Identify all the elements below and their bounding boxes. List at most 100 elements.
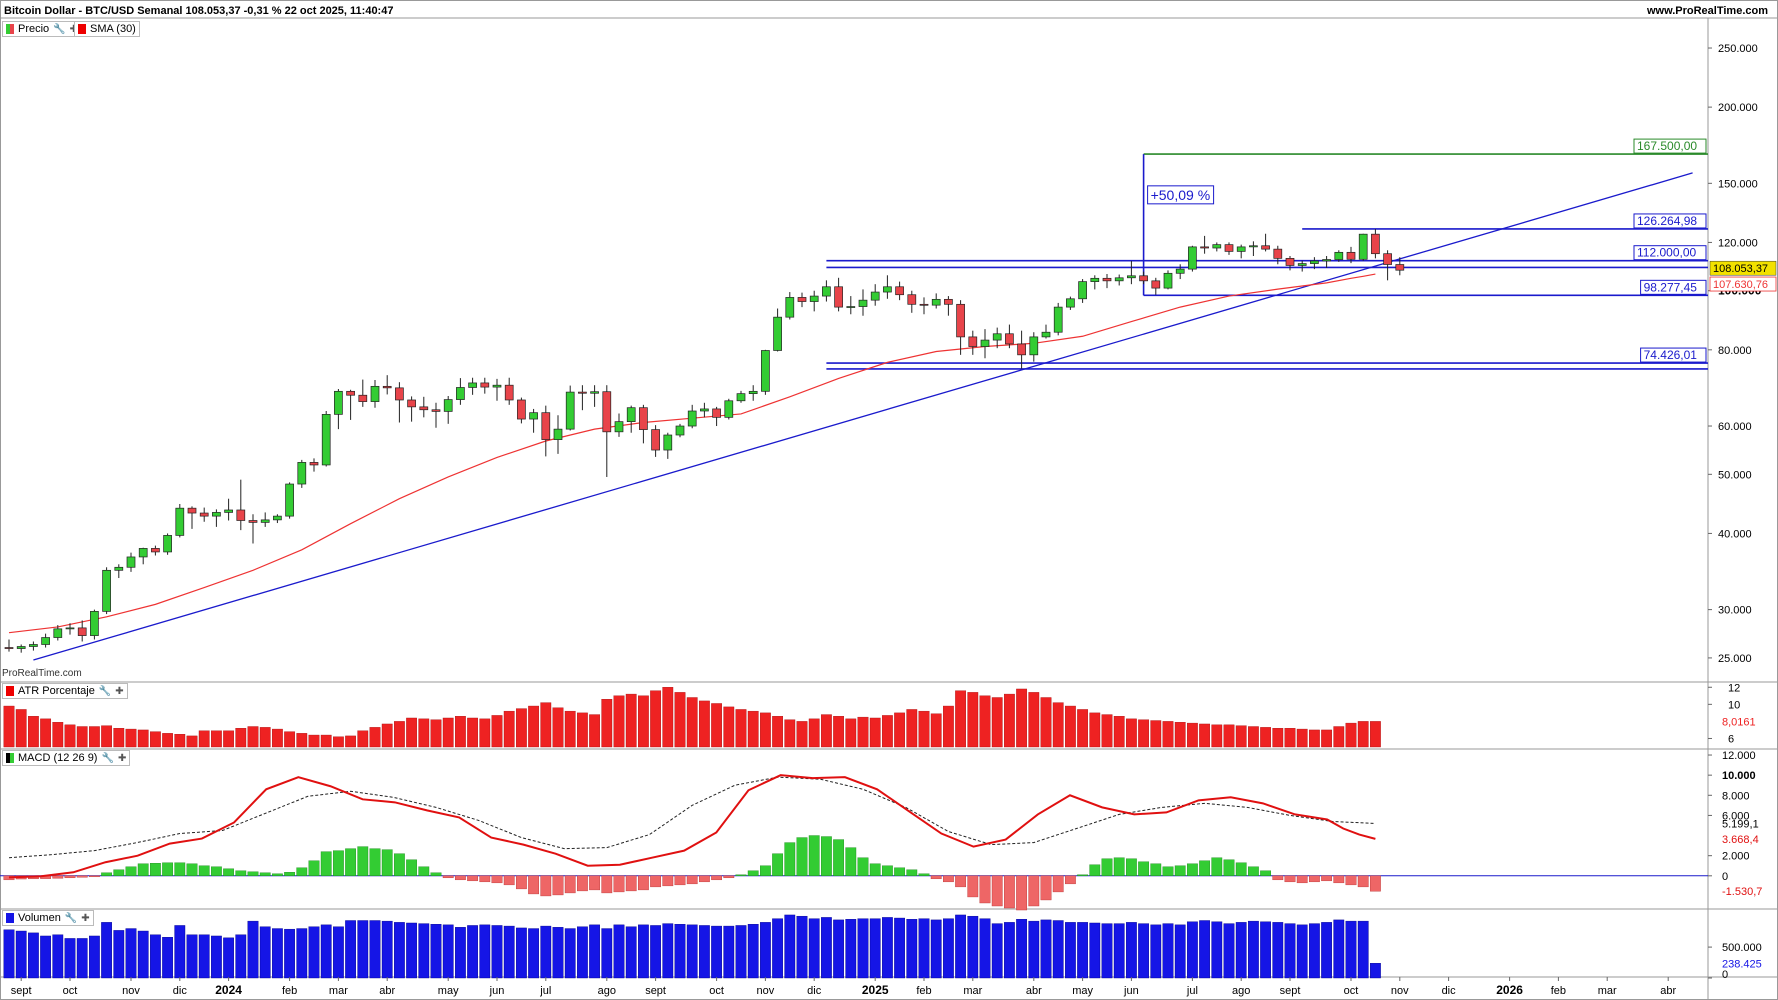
- candle-body: [761, 350, 770, 392]
- volume-bar: [1004, 922, 1015, 979]
- macd-hist-bar: [1211, 857, 1223, 877]
- atr-bar: [455, 716, 466, 748]
- candle-body: [41, 637, 50, 645]
- volume-bar: [1077, 922, 1089, 979]
- candle-body: [90, 611, 99, 636]
- volume-bar: [760, 922, 771, 979]
- macd-hist-bar: [1333, 875, 1345, 884]
- atr-bar: [1284, 728, 1296, 748]
- candle: [334, 389, 343, 430]
- price-tick-label: 80.000: [1718, 345, 1752, 357]
- candle: [785, 292, 795, 320]
- candle: [1371, 228, 1380, 259]
- macd-signal-value: 5.199,1: [1722, 818, 1759, 830]
- volume-bar: [650, 925, 662, 979]
- legend-atr[interactable]: ATR Porcentaje 🔧 ✚: [2, 683, 128, 699]
- candle-body: [846, 306, 856, 308]
- atr-bar: [186, 735, 198, 748]
- atr-bar: [1125, 718, 1137, 748]
- candle-body: [773, 316, 782, 351]
- candle: [1041, 324, 1051, 339]
- macd-hist-bar: [198, 865, 210, 877]
- price-tick-label: 250.000: [1718, 43, 1758, 55]
- candle: [822, 280, 831, 302]
- volume-bar: [906, 919, 918, 979]
- wrench-icon[interactable]: 🔧: [98, 685, 112, 697]
- atr-bar: [320, 734, 332, 748]
- plus-icon[interactable]: ✚: [115, 685, 124, 697]
- macd-hist-bar: [1028, 875, 1040, 907]
- atr-bar: [1357, 721, 1369, 748]
- volume-bar: [381, 920, 393, 979]
- candle: [431, 402, 441, 428]
- legend-volume[interactable]: Volumen 🔧 ✚: [2, 910, 94, 926]
- candle-body: [1358, 233, 1368, 260]
- atr-bar: [1321, 729, 1333, 748]
- candle: [541, 405, 551, 457]
- wrench-icon[interactable]: 🔧: [101, 752, 114, 764]
- candle-body: [443, 399, 453, 412]
- atr-bar: [113, 728, 125, 748]
- macd-hist-bar: [186, 863, 198, 877]
- volume-bar: [491, 925, 503, 979]
- x-tick-label: abr: [1026, 985, 1042, 997]
- macd-hist-value: -1.530,7: [1722, 886, 1762, 898]
- macd-hist-bar: [711, 875, 723, 881]
- macd-hist-bar: [735, 874, 747, 877]
- macd-signal-line: [8, 776, 1376, 859]
- volume-bar: [625, 926, 637, 979]
- legend-macd[interactable]: MACD (12 26 9) 🔧 ✚: [2, 750, 131, 766]
- candle: [736, 390, 746, 403]
- candle: [651, 425, 660, 457]
- candle: [468, 377, 477, 395]
- macd-hist-bar: [1052, 875, 1064, 893]
- price-tick-label: 25.000: [1718, 653, 1752, 665]
- volume-bar: [747, 924, 759, 979]
- legend-price[interactable]: Precio 🔧 ✚: [2, 21, 83, 37]
- macd-hist-bar: [503, 875, 515, 886]
- candle-body: [16, 646, 26, 649]
- candle-body: [980, 339, 990, 347]
- volume-bar: [1247, 920, 1259, 979]
- x-tick-label: jun: [489, 985, 505, 997]
- x-tick-label: 2025: [862, 983, 889, 997]
- macd-tick-label: 0: [1722, 871, 1728, 883]
- x-tick-label: ago: [598, 985, 616, 997]
- candle-body: [541, 412, 551, 440]
- atr-bar: [1174, 722, 1186, 748]
- level-label: 126.264,98: [1633, 213, 1707, 229]
- macd-hist-bar: [345, 848, 356, 877]
- site-url[interactable]: www.ProRealTime.com: [1646, 5, 1768, 17]
- plus-icon[interactable]: ✚: [70, 24, 78, 35]
- macd-hist-bar: [1235, 862, 1247, 877]
- plus-icon[interactable]: ✚: [117, 752, 127, 764]
- volume-bar: [869, 918, 881, 979]
- volume-bar: [357, 920, 369, 979]
- atr-bar: [40, 718, 52, 748]
- atr-bar: [174, 734, 186, 748]
- atr-bar: [125, 728, 137, 748]
- atr-bar: [3, 705, 15, 748]
- candle-body: [1224, 244, 1234, 252]
- plus-icon[interactable]: ✚: [81, 912, 90, 924]
- volume-bar: [955, 914, 967, 979]
- candle: [29, 641, 38, 651]
- price-tick-label: 30.000: [1718, 605, 1752, 617]
- x-tick-label: 2024: [215, 983, 242, 997]
- macd-hist-bar: [491, 875, 503, 884]
- volume-bar: [272, 928, 283, 979]
- candle: [895, 281, 904, 301]
- macd-hist-bar: [406, 859, 417, 877]
- legend-sma[interactable]: SMA (30): [74, 21, 140, 37]
- candle-body: [565, 391, 575, 430]
- volume-bar: [113, 930, 125, 979]
- wrench-icon[interactable]: 🔧: [53, 23, 66, 35]
- atr-last-label: 8,0161: [1722, 716, 1756, 728]
- candle-body: [870, 291, 880, 301]
- volume-bar: [1064, 922, 1076, 979]
- candle-body: [639, 407, 648, 430]
- wrench-icon[interactable]: 🔧: [64, 912, 78, 924]
- atr-bar: [516, 708, 527, 748]
- macd-hist-bar: [1186, 863, 1198, 877]
